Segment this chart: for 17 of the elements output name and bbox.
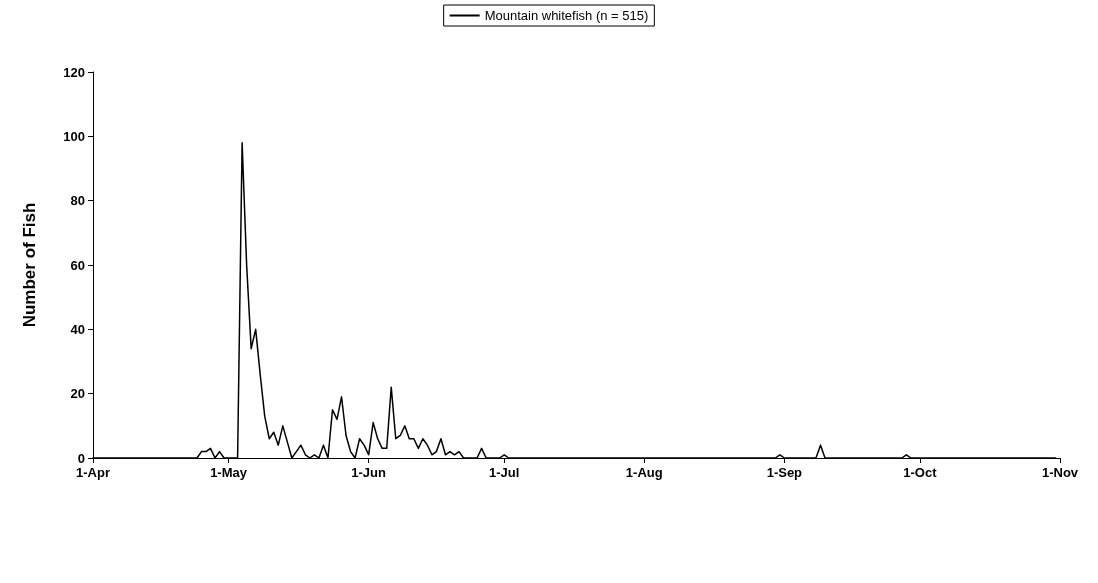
x-tick-label: 1-Aug [625,465,663,480]
x-tick-label: 1-Jul [489,465,520,480]
y-tick-label: 100 [63,128,85,144]
y-tick-label: 40 [70,321,85,337]
y-tick-label: 20 [70,386,85,402]
y-axis-title: Number of Fish [20,202,39,328]
y-tick-label: 80 [70,193,85,209]
y-tick-label: 120 [63,64,85,80]
y-tick-label: 60 [70,257,85,273]
x-tick-label: 1-Oct [903,465,938,480]
x-tick-label: 1-Apr [76,465,110,480]
x-tick-label: 1-Sep [766,465,803,480]
legend-label: Mountain whitefish (n = 515) [484,8,649,23]
x-tick-label: 1-May [210,465,248,480]
x-tick-label: 1-Jun [351,465,387,480]
x-tick-label: 1-Nov [1041,465,1079,480]
y-tick-label: 0 [77,450,85,466]
